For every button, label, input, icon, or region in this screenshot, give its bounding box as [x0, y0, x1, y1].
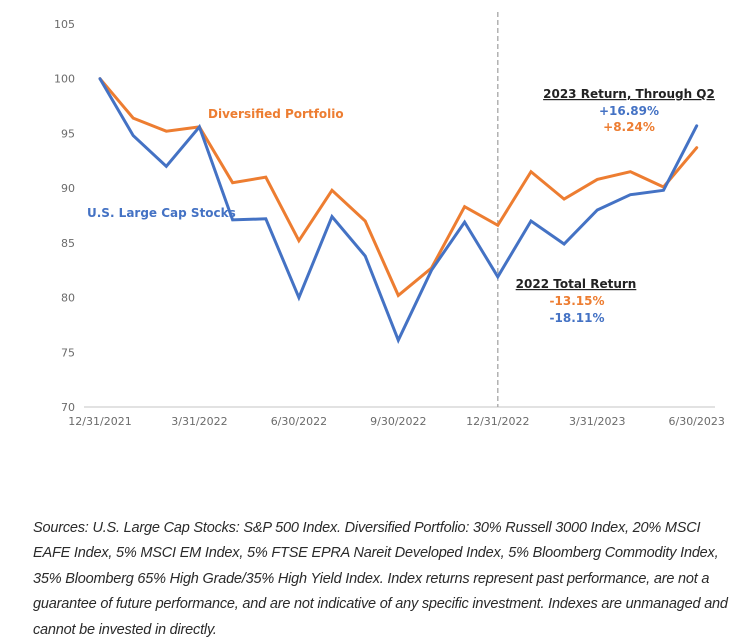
x-tick-label: 6/30/2023: [668, 415, 724, 428]
y-tick-label: 85: [61, 237, 75, 250]
chart-container: 70 75 80 85 90 95 100 105 12/31/2021 3/31/2022 6/…: [0, 0, 749, 440]
annotation-2023-title: 2023 Return, Through Q2: [543, 87, 715, 101]
x-tick-label: 12/31/2021: [68, 415, 131, 428]
y-tick-label: 75: [61, 346, 75, 359]
x-tick-label: 3/31/2022: [171, 415, 227, 428]
x-tick-label: 9/30/2022: [370, 415, 426, 428]
annotation-2023-diversified-value: +8.24%: [603, 120, 655, 134]
annotation-2022-diversified-value: -13.15%: [550, 294, 605, 308]
y-tick-label: 95: [61, 127, 75, 140]
y-tick-label: 80: [61, 292, 75, 305]
y-tick-label: 90: [61, 182, 75, 195]
x-tick-label: 6/30/2022: [271, 415, 327, 428]
x-axis-ticks: 12/31/2021 3/31/2022 6/30/2022 9/30/2022 12/…: [68, 415, 725, 428]
y-tick-label: 70: [61, 401, 75, 414]
y-tick-label: 100: [54, 73, 75, 86]
x-tick-label: 12/31/2022: [466, 415, 529, 428]
x-tick-label: 3/31/2023: [569, 415, 625, 428]
line-chart: 70 75 80 85 90 95 100 105 12/31/2021 3/31/2022 6/…: [0, 0, 749, 440]
series-label-us-large-cap: U.S. Large Cap Stocks: [87, 206, 236, 220]
annotation-2022-us-value: -18.11%: [550, 311, 605, 325]
annotation-2023-us-value: +16.89%: [599, 104, 659, 118]
y-axis-ticks: 70 75 80 85 90 95 100 105: [54, 18, 75, 414]
series-label-diversified-portfolio: Diversified Portfolio: [208, 107, 344, 121]
sources-footnote: Sources: U.S. Large Cap Stocks: S&P 500 …: [33, 516, 733, 643]
annotation-2022-title: 2022 Total Return: [516, 277, 637, 291]
y-tick-label: 105: [54, 18, 75, 31]
